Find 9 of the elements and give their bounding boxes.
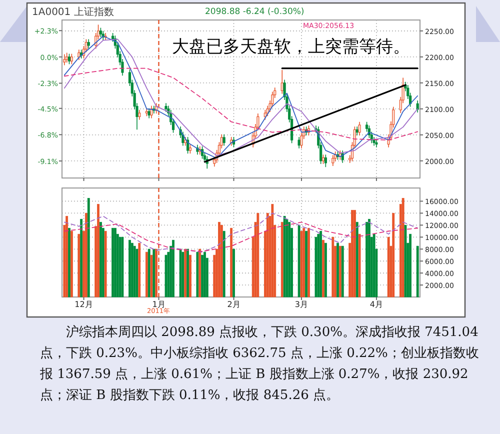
chart-subtitle: 2098.88 -6.24 (-0.30%) — [205, 7, 304, 17]
text: 沪综指本周四以 2098.89 点报收，下跌 0.30%。深成指收报 7451.04 点，下跌 0.23%。中小板综指收 6362.75 点，上涨 0.22%；创业板指数收报 1367.59 点，上涨 0.61%；上证 B 股指数上涨 0.27%，收报 230.92 点；深证 B 股指数下跌 0.11%，收报 845.26 点。 — [40, 324, 480, 405]
x-tick-label: 4月 — [370, 300, 384, 309]
x-tick-label: 12月 — [74, 300, 93, 309]
annotation: 大盘已多天盘软，上突需等待。 — [172, 37, 410, 57]
chart-title: 1A0001 上证指数 — [32, 6, 114, 18]
x-tick-label: 1月 — [152, 300, 166, 309]
x-tick-label: 3月 — [294, 300, 308, 309]
x-tick-label: 2月 — [227, 300, 240, 309]
